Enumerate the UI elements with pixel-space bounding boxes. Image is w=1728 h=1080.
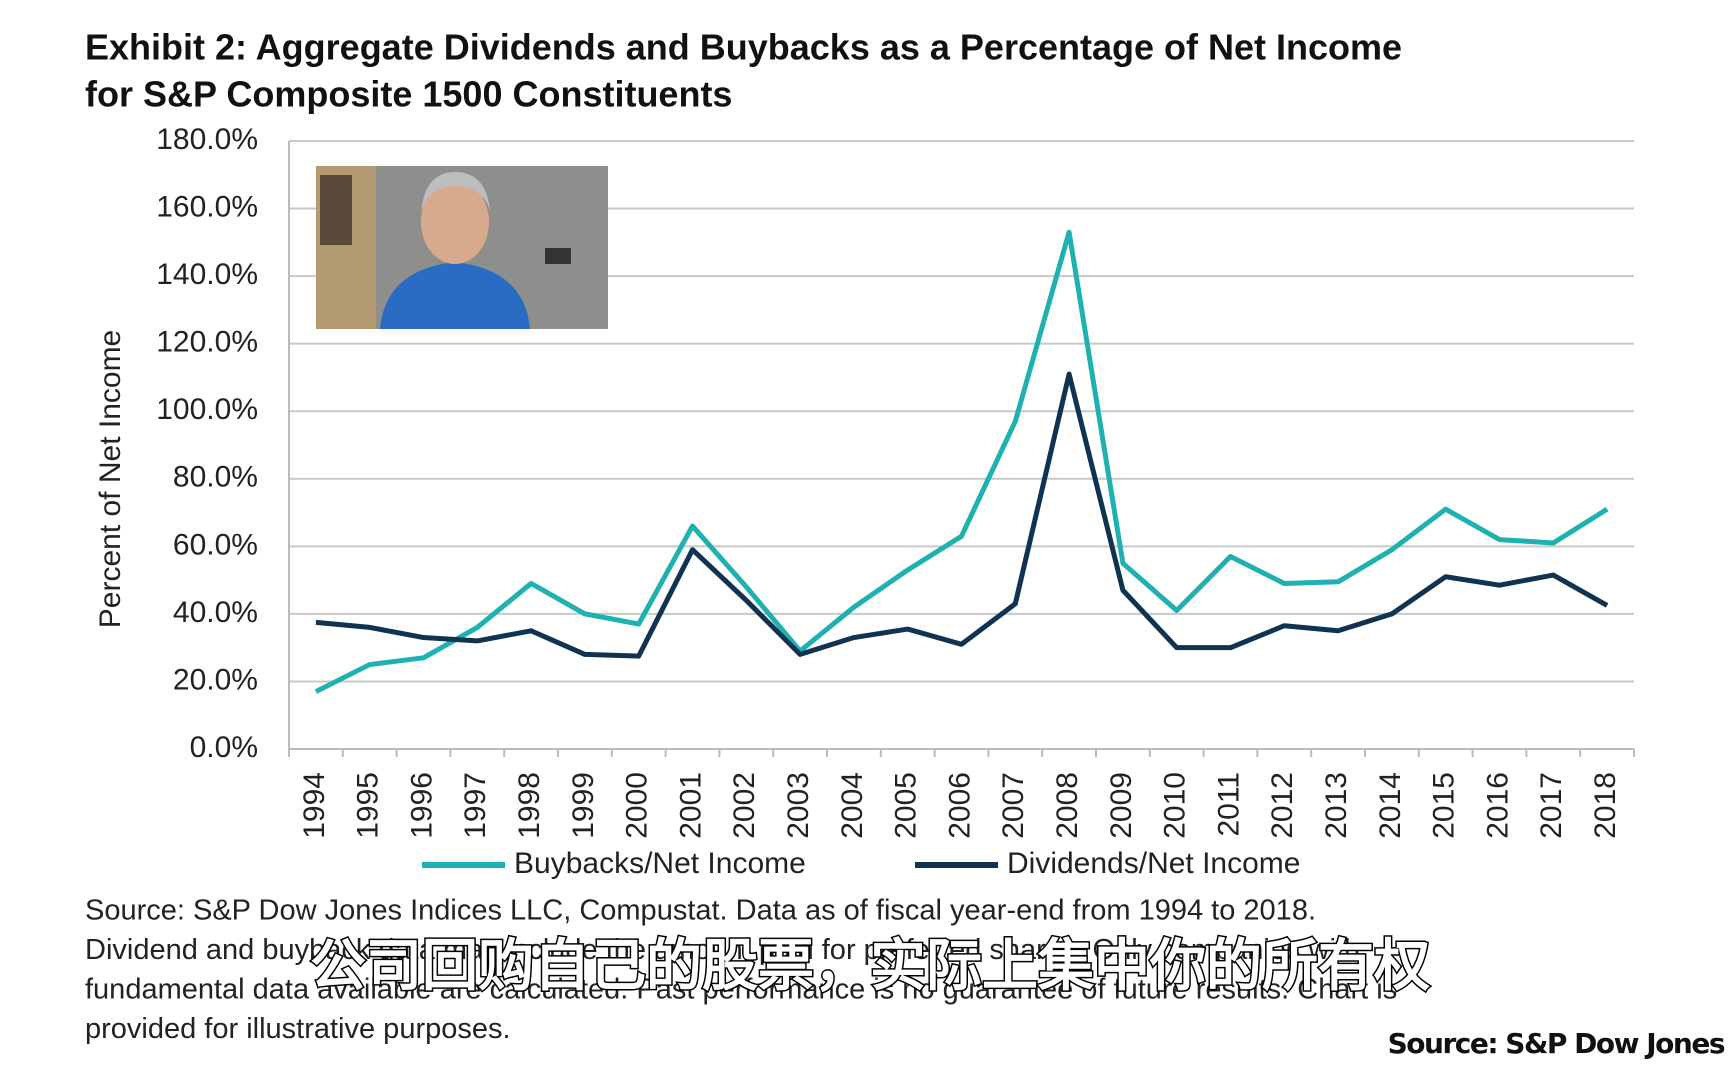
- x-tick-label: 2003: [782, 772, 815, 839]
- watermark: Source: S&P Dow Jones: [1388, 1027, 1725, 1060]
- note-line: Source: S&P Dow Jones Indices LLC, Compu…: [85, 895, 1316, 927]
- x-tick-label: 2013: [1320, 772, 1353, 839]
- y-tick-label: 140.0%: [156, 258, 258, 291]
- x-tick-label: 2009: [1105, 772, 1138, 839]
- x-tick-label: 2017: [1535, 772, 1568, 839]
- legend-label: Buybacks/Net Income: [514, 847, 806, 880]
- series-line: [314, 229, 1609, 694]
- note-line: fundamental data available are calculate…: [85, 974, 1397, 1006]
- y-tick-label: 60.0%: [173, 528, 258, 561]
- x-tick-label: 2006: [943, 772, 976, 839]
- series-line: [315, 371, 1609, 659]
- x-tick-label: 2004: [836, 772, 869, 839]
- y-tick-label: 120.0%: [156, 326, 258, 359]
- note-line: provided for illustrative purposes.: [85, 1013, 511, 1045]
- x-tick-label: 2000: [621, 772, 654, 839]
- x-tick-label: 2011: [1212, 772, 1245, 837]
- source-note: Source: S&P Dow Jones Indices LLC, Compu…: [85, 895, 1397, 1046]
- x-tick-label: 1996: [405, 772, 438, 839]
- y-tick-label: 100.0%: [156, 393, 258, 426]
- x-tick-label: 1995: [352, 772, 385, 839]
- video-thumbnail: [316, 166, 608, 329]
- y-tick-label: 160.0%: [156, 190, 258, 223]
- y-tick-label: 80.0%: [173, 461, 258, 494]
- y-tick-label: 40.0%: [173, 596, 258, 629]
- video-subtitle: 公司回购自己的股票，实际上集中你的所有权: [310, 934, 1430, 999]
- x-tick-label: 1998: [513, 772, 546, 839]
- y-tick-label: 180.0%: [156, 123, 258, 156]
- x-tick-label: 2001: [674, 772, 707, 839]
- x-tick-label: 2002: [728, 772, 761, 839]
- chart-title: Exhibit 2: Aggregate Dividends and Buyba…: [85, 27, 1402, 68]
- x-tick-label: 1999: [567, 772, 600, 839]
- x-tick-label: 2008: [1051, 772, 1084, 839]
- y-axis-label: Percent of Net Income: [94, 330, 127, 628]
- x-tick-label: 1994: [298, 772, 331, 839]
- plot: 0.0% 20.0% 40.0% 60.0% 80.0% 100.0% 120.0% 140.…: [156, 123, 1635, 880]
- y-tick-label: 0.0%: [190, 731, 258, 764]
- x-tick-label: 2016: [1481, 772, 1514, 839]
- note-line: Dividend and buyback data may include th…: [85, 934, 1360, 966]
- legend-label: Dividends/Net Income: [1007, 847, 1300, 880]
- chart-title: for S&P Composite 1500 Constituents: [85, 74, 732, 115]
- x-tick-label: 2010: [1159, 772, 1192, 839]
- y-tick-label: 20.0%: [173, 663, 258, 696]
- x-tick-label: 2014: [1374, 772, 1407, 839]
- x-tick-label: 1997: [459, 772, 492, 839]
- x-tick-label: 2005: [890, 772, 923, 839]
- x-tick-label: 2015: [1428, 772, 1461, 839]
- x-tick-label: 2007: [997, 772, 1030, 839]
- x-tick-label: 2012: [1266, 772, 1299, 839]
- x-tick-label: 2018: [1589, 772, 1622, 839]
